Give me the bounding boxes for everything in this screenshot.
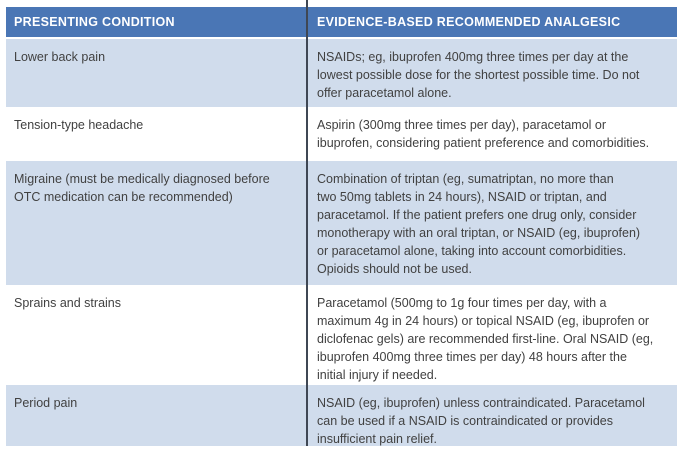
analgesic-cell: Paracetamol (500mg to 1g four times per … xyxy=(317,296,654,382)
column-header-recommended-analgesic: EVIDENCE-BASED RECOMMENDED ANALGESIC xyxy=(317,15,621,29)
condition-cell: Lower back pain xyxy=(14,50,106,64)
condition-cell: Tension-type headache xyxy=(14,118,144,132)
column-header-presenting-condition: PRESENTING CONDITION xyxy=(14,15,175,29)
table-row: Sprains and strains Paracetamol (500mg t… xyxy=(6,285,677,385)
table-row: Lower back pain NSAIDs; eg, ibuprofen 40… xyxy=(6,39,677,107)
table-body: Lower back pain NSAIDs; eg, ibuprofen 40… xyxy=(6,39,677,446)
analgesic-cell: Combination of triptan (eg, sumatriptan,… xyxy=(317,172,641,276)
condition-cell: Migraine (must be medically diagnosed be… xyxy=(14,172,270,204)
table-row: Period pain NSAID (eg, ibuprofen) unless… xyxy=(6,385,677,446)
table-header-row: PRESENTING CONDITION EVIDENCE-BASED RECO… xyxy=(6,7,677,37)
column-divider-line xyxy=(306,0,308,446)
condition-cell: Period pain xyxy=(14,396,78,410)
table-row: Tension-type headache Aspirin (300mg thr… xyxy=(6,107,677,161)
analgesic-cell: Aspirin (300mg three times per day), par… xyxy=(317,118,650,150)
analgesic-cell: NSAIDs; eg, ibuprofen 400mg three times … xyxy=(317,50,640,100)
table-row: Migraine (must be medically diagnosed be… xyxy=(6,161,677,285)
analgesic-cell: NSAID (eg, ibuprofen) unless contraindic… xyxy=(317,396,645,446)
analgesic-guidance-table: PRESENTING CONDITION EVIDENCE-BASED RECO… xyxy=(6,7,677,446)
condition-cell: Sprains and strains xyxy=(14,296,122,310)
